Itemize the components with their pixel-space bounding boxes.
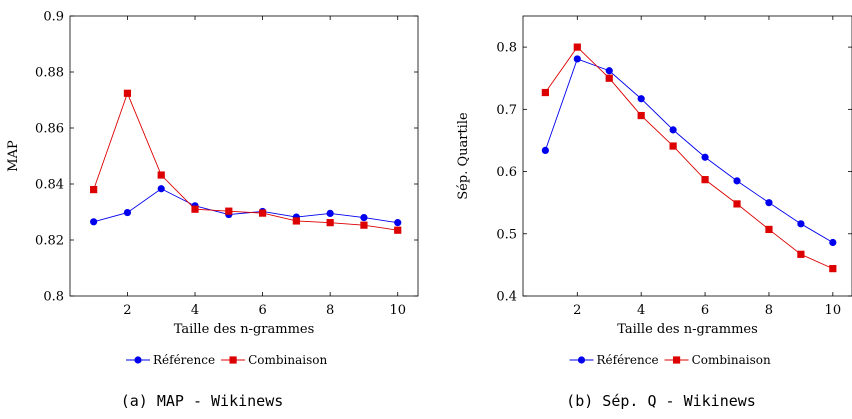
series-line: [93, 188, 398, 224]
y-tick-label: 0.84: [35, 178, 64, 193]
series-combinaison: [90, 89, 402, 234]
data-point: [637, 95, 645, 103]
data-point: [733, 177, 741, 185]
data-point: [360, 214, 368, 222]
y-tick-label: 0.6: [496, 165, 517, 180]
x-tick-label: 8: [326, 303, 334, 318]
legend-label: Combinaison: [248, 353, 327, 367]
x-tick-label: 4: [637, 303, 645, 318]
data-point: [573, 55, 581, 63]
y-axis-label: Sép. Quartile: [456, 112, 471, 200]
data-point: [797, 220, 805, 228]
legend: Référence Combinaison: [126, 353, 327, 367]
legend-marker: [577, 356, 586, 364]
chart-sep-quartile-wikinews: 2 4 6 8 10 0.4 0.5 0.6 0.7 0.8 Taille des n-gramme…: [456, 15, 852, 410]
data-point: [541, 146, 549, 154]
x-tick-label: 2: [573, 303, 581, 318]
plot-frame: [522, 15, 852, 297]
x-tick-label: 4: [191, 303, 199, 318]
data-point: [360, 221, 368, 229]
legend-label: Combinaison: [692, 353, 771, 367]
y-axis-label: MAP: [6, 140, 21, 172]
data-point: [765, 225, 773, 234]
series-combinaison: [541, 43, 837, 273]
data-point: [637, 111, 645, 120]
data-point: [326, 219, 334, 227]
y-tick-label: 0.5: [496, 227, 517, 242]
y-tick-label: 0.4: [496, 290, 517, 305]
data-point: [123, 208, 132, 217]
x-tick-label: 10: [825, 303, 842, 318]
data-point: [157, 185, 165, 193]
figure-caption: (a) MAP - Wikinews: [121, 392, 284, 410]
data-point: [191, 205, 199, 213]
data-point: [669, 126, 677, 134]
y-tick-label: 0.82: [35, 234, 64, 249]
y-tick-label: 0.8: [496, 41, 517, 56]
data-point: [326, 209, 334, 217]
chart-map-wikinews: 2 4 6 8 10 0.8 0.82 0.84 0.86 0.88 0.9 Taille des n…: [6, 10, 419, 410]
legend-marker: [672, 356, 681, 364]
data-point: [123, 89, 132, 97]
legend-marker: [134, 356, 142, 364]
plot-frame: [69, 15, 419, 297]
series-reference: [90, 185, 402, 227]
series-line: [93, 92, 398, 231]
x-tick-label: 2: [123, 303, 131, 318]
data-point: [394, 219, 402, 227]
legend-label: Référence: [153, 353, 215, 367]
data-point: [90, 186, 98, 194]
data-point: [701, 153, 709, 161]
x-axis-label: Taille des n-grammes: [174, 322, 315, 337]
data-point: [258, 209, 267, 217]
data-point: [733, 200, 741, 208]
series-line: [544, 46, 834, 270]
series-reference: [541, 55, 837, 247]
data-point: [605, 67, 613, 75]
data-point: [157, 171, 165, 179]
x-axis-label: Taille des n-grammes: [617, 322, 758, 337]
series-line: [544, 58, 834, 243]
data-point: [669, 142, 677, 150]
legend: Référence Combinaison: [569, 353, 771, 367]
x-tick-label: 6: [258, 303, 266, 318]
legend-marker: [229, 356, 237, 364]
data-point: [829, 265, 837, 273]
y-tick-label: 0.88: [35, 66, 64, 81]
y-tick-label: 0.7: [496, 103, 517, 118]
x-tick-label: 10: [389, 303, 406, 318]
x-tick-label: 6: [701, 303, 709, 318]
y-tick-label: 0.9: [43, 10, 64, 25]
legend-label: Référence: [597, 353, 659, 367]
data-point: [605, 74, 613, 82]
figure-caption: (b) Sép. Q - Wikinews: [566, 392, 756, 410]
x-tick-label: 8: [765, 303, 773, 318]
data-point: [829, 238, 837, 247]
data-point: [701, 176, 709, 184]
data-point: [225, 207, 233, 215]
y-tick-label: 0.8: [43, 290, 64, 305]
data-point: [765, 199, 773, 207]
data-point: [797, 250, 805, 258]
data-point: [573, 43, 581, 51]
data-point: [90, 218, 98, 226]
data-point: [292, 217, 300, 225]
data-point: [541, 88, 549, 97]
y-tick-label: 0.86: [35, 122, 64, 137]
data-point: [394, 226, 402, 234]
